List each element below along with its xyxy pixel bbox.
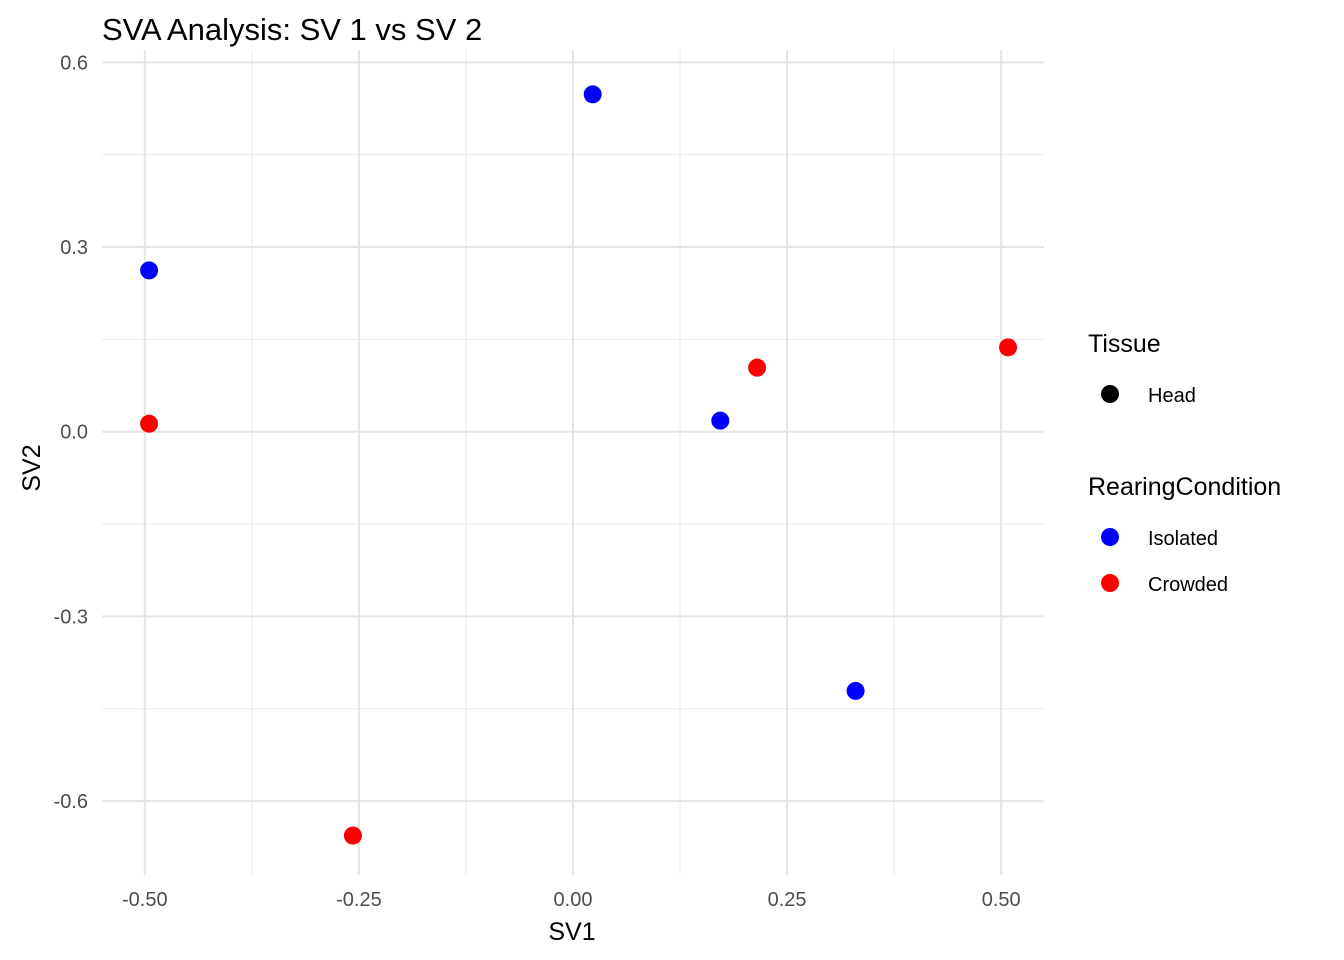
legend: Tissue Head RearingCondition Isolated Crowde…: [1088, 330, 1281, 596]
y-tick-label: 0.0: [60, 422, 88, 444]
legend-title: Tissue: [1088, 330, 1161, 358]
y-tick-label: 0.3: [60, 237, 88, 259]
data-point-isolated: [711, 411, 730, 430]
y-axis-title: SV2: [18, 444, 46, 491]
legend-title: RearingCondition: [1088, 473, 1281, 501]
legend-key: [1101, 385, 1119, 403]
y-tick-labels: 0.6 0.3 0.0 -0.3 -0.6: [54, 52, 88, 813]
legend-label: Isolated: [1148, 528, 1218, 550]
data-point-crowded: [343, 826, 362, 845]
y-tick-label: 0.6: [60, 52, 88, 74]
legend-key: [1101, 574, 1119, 592]
x-tick-label: 0.00: [554, 889, 593, 911]
legend-label: Crowded: [1148, 574, 1228, 596]
data-point-crowded: [999, 338, 1018, 357]
chart-title: SVA Analysis: SV 1 vs SV 2: [102, 12, 482, 47]
data-point-crowded: [140, 414, 159, 433]
data-point-isolated: [583, 85, 602, 104]
legend-label: Head: [1148, 385, 1196, 407]
y-tick-label: -0.3: [54, 606, 88, 628]
x-tick-label: -0.50: [122, 889, 168, 911]
x-tick-label: -0.25: [336, 889, 382, 911]
data-point-isolated: [846, 681, 865, 700]
data-points: [140, 85, 1018, 845]
x-tick-label: 0.50: [982, 889, 1021, 911]
x-axis-title: SV1: [548, 918, 595, 946]
data-point-isolated: [140, 261, 159, 280]
data-point-crowded: [748, 358, 767, 377]
grid-lines: [102, 50, 1044, 875]
legend-key: [1101, 528, 1119, 546]
x-tick-label: 0.25: [768, 889, 807, 911]
y-tick-label: -0.6: [54, 791, 88, 813]
x-tick-labels: -0.50 -0.25 0.00 0.25 0.50: [122, 889, 1021, 911]
